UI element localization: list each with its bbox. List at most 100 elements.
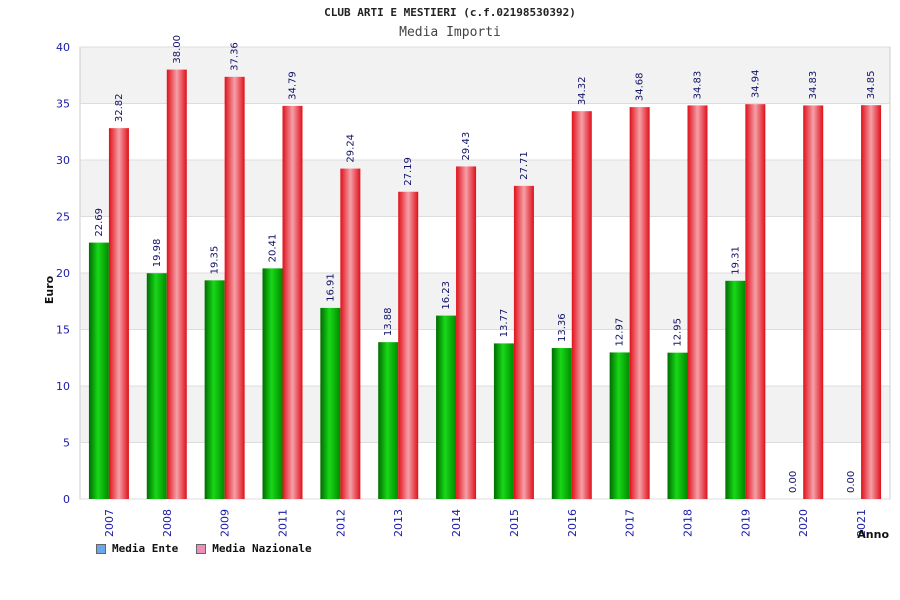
y-tick-label: 10 xyxy=(56,380,70,393)
x-tick-label: 2008 xyxy=(161,509,174,537)
value-label-media-ente: 19.35 xyxy=(210,246,221,275)
chart-title: CLUB ARTI E MESTIERI (c.f.02198530392) xyxy=(324,6,576,19)
legend-swatch-media-nazionale xyxy=(196,543,207,554)
value-label-media-nazionale: 34.83 xyxy=(808,71,819,100)
bar-media-nazionale xyxy=(687,105,708,500)
bar-media-nazionale xyxy=(398,191,419,500)
y-tick-label: 35 xyxy=(56,98,70,111)
y-axis-label: Euro xyxy=(43,275,56,304)
bar-media-ente xyxy=(436,315,457,499)
bar-media-ente xyxy=(204,280,225,499)
bar-media-ente xyxy=(493,343,514,499)
value-label-media-ente: 0.00 xyxy=(788,471,799,493)
bar-media-nazionale xyxy=(224,76,245,499)
value-label-media-nazionale: 34.68 xyxy=(635,72,646,101)
x-tick-label: 2019 xyxy=(739,509,752,537)
value-label-media-ente: 20.41 xyxy=(268,234,279,263)
x-tick-label: 2015 xyxy=(508,509,521,537)
y-tick-label: 0 xyxy=(63,493,70,506)
bar-media-ente xyxy=(320,307,341,499)
y-tick-label: 30 xyxy=(56,154,70,167)
bar-media-ente xyxy=(609,352,630,499)
legend-label-media-nazionale: Media Nazionale xyxy=(212,542,312,555)
bar-media-ente xyxy=(88,242,109,499)
x-tick-label: 2014 xyxy=(450,509,463,537)
legend-item-media-nazionale: Media Nazionale xyxy=(196,542,312,555)
x-tick-label: 2017 xyxy=(624,509,637,537)
value-label-media-ente: 19.31 xyxy=(730,246,741,275)
bars xyxy=(88,69,882,500)
bar-media-nazionale xyxy=(629,107,650,499)
x-tick-label: 2020 xyxy=(797,509,810,537)
chart-subtitle: Media Importi xyxy=(399,25,501,40)
plot-band xyxy=(80,47,890,104)
y-tick-label: 20 xyxy=(56,267,70,280)
bar-media-ente xyxy=(262,268,283,499)
value-label-media-ente: 16.23 xyxy=(441,281,452,310)
value-label-media-nazionale: 34.94 xyxy=(750,70,761,99)
bar-media-nazionale xyxy=(745,104,766,499)
legend: Media Ente Media Nazionale xyxy=(96,542,312,555)
value-label-media-nazionale: 27.19 xyxy=(403,157,414,186)
bar-media-nazionale xyxy=(861,105,882,499)
y-tick-label: 25 xyxy=(56,211,70,224)
bar-media-nazionale xyxy=(108,128,129,499)
y-axis-ticks: 0 5 10 15 20 25 30 35 40 xyxy=(56,41,70,506)
value-label-media-nazionale: 29.24 xyxy=(345,134,356,163)
x-tick-label: 2016 xyxy=(566,509,579,537)
plot-band xyxy=(80,442,890,499)
value-label-media-nazionale: 34.85 xyxy=(866,71,877,100)
value-label-media-ente: 0.00 xyxy=(846,471,857,493)
bar-media-nazionale xyxy=(282,105,303,500)
x-tick-label: 2018 xyxy=(682,509,695,537)
value-label-media-ente: 16.91 xyxy=(325,273,336,302)
bar-media-ente xyxy=(725,280,746,499)
y-tick-label: 40 xyxy=(56,41,70,54)
value-labels: 22.69 32.82 19.98 38.00 19.35 37.36 20.41 34.79… xyxy=(94,35,877,493)
value-label-media-ente: 12.97 xyxy=(615,318,626,347)
value-label-media-nazionale: 29.43 xyxy=(461,132,472,161)
value-label-media-ente: 22.69 xyxy=(94,208,105,237)
legend-swatch-media-ente xyxy=(96,543,106,554)
x-axis-label: Anno xyxy=(857,528,889,541)
value-label-media-ente: 13.36 xyxy=(557,313,568,342)
legend-label-media-ente: Media Ente xyxy=(112,542,179,555)
y-tick-label: 15 xyxy=(56,324,70,337)
value-label-media-nazionale: 32.82 xyxy=(114,93,125,122)
value-label-media-nazionale: 34.79 xyxy=(288,71,299,100)
plot-band xyxy=(80,273,890,330)
bar-media-nazionale xyxy=(571,111,592,500)
x-tick-label: 2007 xyxy=(103,509,116,537)
value-label-media-ente: 13.88 xyxy=(383,308,394,337)
x-tick-label: 2012 xyxy=(334,509,347,537)
value-label-media-ente: 19.98 xyxy=(152,239,163,268)
value-label-media-nazionale: 37.36 xyxy=(230,42,241,71)
x-axis-ticks: 2007 2008 2009 2011 2012 2013 2014 2015 2016 2017… xyxy=(103,509,868,537)
bar-media-nazionale xyxy=(456,166,477,500)
bar-media-ente xyxy=(378,342,399,499)
bar-media-ente xyxy=(551,348,572,499)
plot-band xyxy=(80,103,890,160)
y-tick-label: 5 xyxy=(63,437,70,450)
x-tick-label: 2013 xyxy=(392,509,405,537)
bar-media-nazionale xyxy=(803,105,824,500)
bar-media-nazionale xyxy=(513,185,534,499)
bar-media-ente xyxy=(146,273,167,499)
value-label-media-nazionale: 27.71 xyxy=(519,151,530,180)
plot-band xyxy=(80,329,890,386)
x-tick-label: 2011 xyxy=(277,509,290,537)
value-label-media-nazionale: 34.83 xyxy=(693,71,704,100)
plot-band xyxy=(80,160,890,217)
legend-item-media-ente: Media Ente xyxy=(96,542,178,555)
bar-media-ente xyxy=(667,352,688,499)
plot-band xyxy=(80,386,890,443)
plot-band xyxy=(80,216,890,273)
x-tick-label: 2009 xyxy=(219,509,232,537)
value-label-media-ente: 13.77 xyxy=(499,309,510,338)
value-label-media-ente: 12.95 xyxy=(673,318,684,347)
bar-media-nazionale xyxy=(166,69,187,499)
value-label-media-nazionale: 34.32 xyxy=(577,77,588,106)
x-tick-label: 2021 xyxy=(855,509,868,537)
value-label-media-nazionale: 38.00 xyxy=(172,35,183,64)
